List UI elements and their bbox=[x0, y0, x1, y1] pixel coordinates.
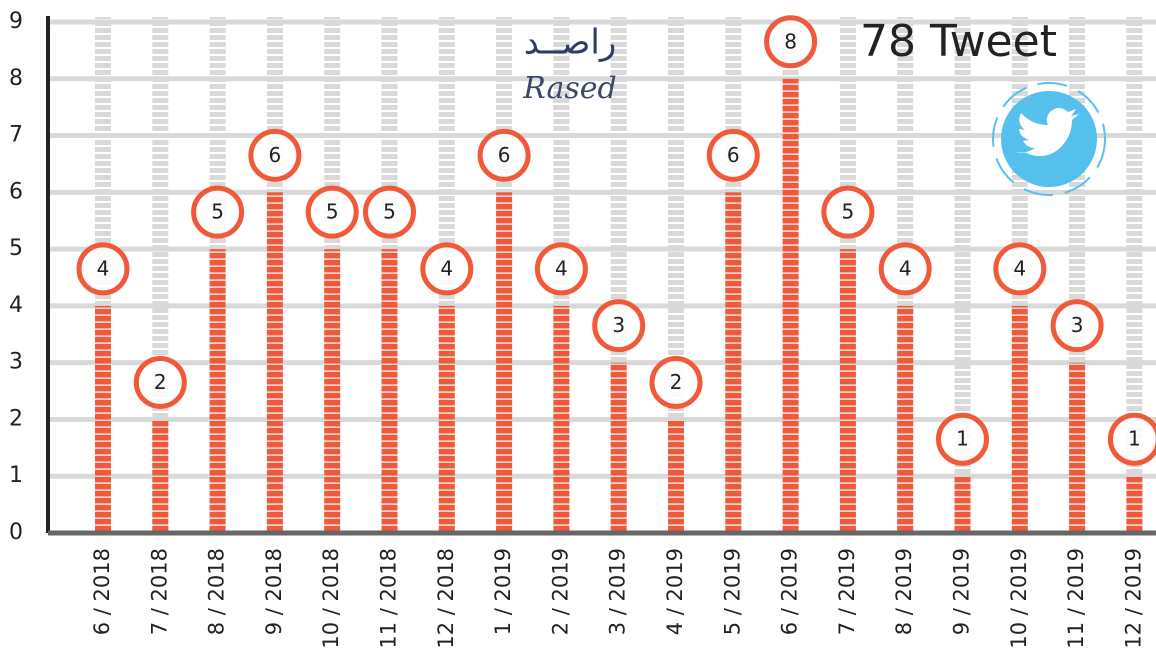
y-tick-label: 2 bbox=[9, 406, 23, 431]
logo-arabic: راصــد bbox=[524, 23, 617, 63]
twitter-icon bbox=[992, 82, 1106, 196]
x-tick-label: 10 / 2018 bbox=[319, 548, 343, 649]
x-tick-label: 9 / 2019 bbox=[950, 548, 974, 635]
bar bbox=[1011, 305, 1028, 533]
data-label: 8 bbox=[784, 29, 797, 53]
x-tick-label: 6 / 2018 bbox=[90, 548, 114, 635]
bar bbox=[381, 249, 398, 533]
value-circle bbox=[1050, 299, 1104, 353]
value-circle bbox=[993, 242, 1047, 296]
data-label: 5 bbox=[383, 200, 396, 224]
bar bbox=[897, 305, 914, 533]
bar bbox=[209, 249, 226, 533]
value-circle bbox=[821, 185, 875, 239]
x-tick-label: 4 / 2019 bbox=[663, 548, 687, 635]
y-tick-label: 7 bbox=[9, 123, 23, 148]
x-tick-label: 7 / 2018 bbox=[147, 548, 171, 635]
data-label: 2 bbox=[154, 370, 167, 394]
x-tick-label: 6 / 2019 bbox=[778, 548, 802, 635]
data-label: 1 bbox=[1128, 427, 1141, 451]
data-label: 5 bbox=[326, 200, 339, 224]
data-label: 4 bbox=[97, 256, 110, 280]
bar bbox=[152, 419, 169, 533]
bar bbox=[324, 249, 341, 533]
value-circle bbox=[1107, 412, 1156, 466]
bar bbox=[266, 192, 283, 534]
data-label: 3 bbox=[1071, 313, 1084, 337]
bar-background bbox=[1126, 17, 1143, 533]
value-circle bbox=[706, 128, 760, 182]
y-tick-label: 1 bbox=[9, 463, 23, 488]
value-circle bbox=[936, 412, 989, 466]
y-tick-label: 4 bbox=[9, 293, 23, 318]
x-tick-label: 11 / 2019 bbox=[1064, 548, 1088, 649]
x-tick-label: 10 / 2019 bbox=[1007, 548, 1031, 649]
bar bbox=[553, 305, 570, 533]
value-circle bbox=[248, 128, 302, 182]
value-circle bbox=[649, 355, 703, 409]
x-tick-label: 7 / 2019 bbox=[835, 548, 859, 635]
value-circle bbox=[534, 242, 588, 296]
value-circle bbox=[363, 185, 416, 239]
data-label: 6 bbox=[498, 143, 511, 167]
x-tick-label: 3 / 2019 bbox=[606, 548, 630, 635]
x-tick-label: 1 / 2019 bbox=[491, 548, 515, 635]
bar bbox=[496, 192, 513, 534]
data-label: 4 bbox=[555, 256, 568, 280]
bar bbox=[1126, 476, 1143, 533]
data-label: 6 bbox=[727, 143, 740, 167]
x-tick-label: 5 / 2019 bbox=[720, 548, 744, 635]
value-circle bbox=[76, 242, 130, 296]
value-circle bbox=[191, 185, 245, 239]
bar bbox=[438, 305, 455, 533]
x-tick-label: 9 / 2018 bbox=[262, 548, 286, 635]
y-tick-label: 6 bbox=[9, 179, 23, 204]
logo-latin: Rased bbox=[522, 71, 617, 106]
bar bbox=[610, 362, 627, 533]
y-tick-label: 5 bbox=[9, 236, 23, 261]
data-label: 2 bbox=[670, 370, 683, 394]
data-label: 5 bbox=[211, 200, 224, 224]
x-tick-label: 12 / 2018 bbox=[434, 548, 458, 649]
value-circle bbox=[592, 299, 646, 353]
bar bbox=[668, 419, 684, 533]
data-label: 3 bbox=[612, 313, 625, 337]
value-circle bbox=[477, 128, 531, 182]
data-label: 4 bbox=[899, 256, 912, 280]
data-label: 4 bbox=[440, 256, 453, 280]
x-tick-label: 8 / 2019 bbox=[892, 548, 916, 635]
bar-background bbox=[954, 17, 971, 533]
data-label: 6 bbox=[269, 143, 282, 167]
x-tick-label: 2 / 2019 bbox=[548, 548, 572, 635]
bar bbox=[95, 305, 111, 533]
y-tick-label: 8 bbox=[9, 66, 23, 91]
bar bbox=[954, 476, 971, 533]
value-circle bbox=[133, 355, 187, 409]
bar bbox=[839, 249, 856, 533]
value-circle bbox=[305, 185, 359, 239]
x-tick-label: 8 / 2018 bbox=[205, 548, 229, 635]
bar bbox=[782, 78, 799, 534]
bar bbox=[1069, 362, 1086, 533]
data-label: 1 bbox=[956, 427, 969, 451]
value-circle bbox=[420, 242, 474, 296]
x-tick-label: 12 / 2019 bbox=[1121, 548, 1145, 649]
data-label: 4 bbox=[1013, 256, 1026, 280]
chart-title: 78 Tweet bbox=[860, 16, 1057, 67]
y-tick-label: 9 bbox=[9, 9, 23, 34]
y-tick-label: 3 bbox=[9, 350, 23, 375]
data-label: 5 bbox=[842, 200, 855, 224]
x-tick-label: 11 / 2018 bbox=[377, 548, 401, 649]
bar bbox=[725, 192, 742, 534]
value-circle bbox=[878, 242, 932, 296]
y-tick-label: 0 bbox=[9, 520, 23, 545]
value-circle bbox=[764, 15, 818, 69]
